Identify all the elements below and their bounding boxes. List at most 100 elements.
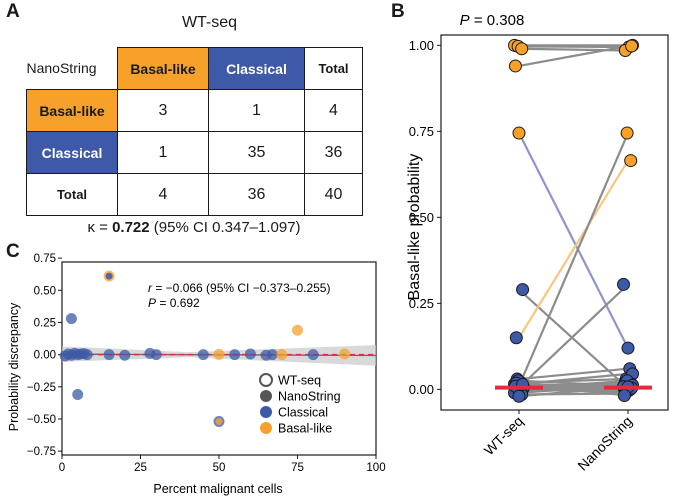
y-tick-label: 0.50 (34, 285, 56, 297)
panel-c-annotation-r: r = −0.066 (95% CI −0.373–0.255) (148, 281, 330, 295)
col-header-total: Total (304, 47, 363, 90)
discrepancy-point (119, 349, 131, 361)
wt-seq-point (512, 126, 526, 140)
panel-b-title: P = 0.308 (460, 12, 525, 29)
kappa-statistic: κ = 0.722 (95% CI 0.347–1.097) (44, 219, 344, 236)
table-cell: 4 (304, 89, 363, 132)
x-tick-label: 25 (134, 462, 147, 474)
discrepancy-point (339, 348, 351, 360)
y-tick-label: 0.25 (34, 317, 56, 329)
panel-b-letter: B (391, 1, 405, 22)
table-cell: 35 (208, 131, 305, 174)
legend-marker (260, 422, 272, 434)
pair-line (518, 367, 629, 381)
kappa-prefix: κ = (87, 219, 113, 236)
row-header-basal: Basal-like (26, 89, 118, 132)
nanostring-point (617, 277, 630, 291)
x-tick-label: 75 (291, 462, 304, 474)
pair-line (518, 283, 629, 389)
legend-label: Basal-like (278, 422, 332, 436)
annotation-p-rest: = 0.692 (156, 296, 200, 310)
panel-b-title-p: P (460, 12, 470, 29)
discrepancy-point (244, 348, 256, 360)
kappa-ci: (95% CI 0.347–1.097) (149, 219, 301, 236)
pair-line (518, 159, 629, 339)
table-header-row: NanoString Basal-like Classical Total (26, 47, 363, 90)
y-tick-label: −0.75 (27, 446, 56, 458)
table-cell: 36 (304, 131, 363, 174)
discrepancy-point (307, 349, 319, 361)
pair-line (517, 132, 630, 387)
nanostring-row-title: NanoString (26, 60, 97, 77)
y-tick-label: 0.00 (34, 350, 56, 362)
panel-b-ylabel: Basal-like probability (406, 154, 423, 301)
pair-line (518, 132, 629, 349)
nanostring-point (625, 39, 639, 53)
confusion-table: NanoString Basal-like Classical Total Ba… (26, 47, 363, 216)
table-row: Classical 1 35 36 (26, 131, 363, 174)
pair-line (518, 288, 629, 390)
kappa-value: 0.722 (112, 219, 150, 236)
nanostring-point (624, 154, 638, 168)
nanostring-point (620, 126, 634, 140)
wt-seq-point (509, 331, 523, 345)
y-tick-label: 0.75 (34, 253, 56, 265)
wt-seq-column-title: WT-seq (181, 14, 238, 31)
discrepancy-point (292, 324, 303, 336)
table-row: Total 4 36 40 (26, 173, 363, 216)
legend-label: WT-seq (278, 374, 321, 388)
col-header-classical: Classical (208, 47, 305, 90)
col-header-basal: Basal-like (117, 47, 209, 90)
discrepancy-point-inner (215, 418, 223, 426)
y-tick-label: 0.50 (409, 210, 434, 225)
panel-b-title-rest: = 0.308 (470, 12, 525, 29)
y-tick-label: −0.25 (27, 382, 56, 394)
row-header-total: Total (26, 173, 118, 216)
wt-seq-point (515, 42, 529, 56)
pair-line (518, 45, 629, 49)
y-tick-label: 0.00 (409, 382, 434, 397)
y-tick-label: 1.00 (409, 38, 434, 53)
nanostring-point (621, 341, 635, 355)
discrepancy-point (81, 349, 93, 361)
legend-marker (260, 406, 272, 418)
wt-seq-point (508, 59, 522, 73)
x-tick-label: 50 (213, 462, 226, 474)
discrepancy-point-inner (105, 272, 113, 280)
row-header-classical: Classical (26, 131, 118, 174)
x-tick-label: 100 (366, 462, 385, 474)
x-tick-label: 0 (59, 462, 65, 474)
pair-line (518, 44, 629, 68)
legend-label: Classical (278, 406, 328, 420)
legend-marker (260, 390, 272, 402)
panel-b-frame (440, 34, 669, 411)
discrepancy-point (266, 349, 278, 361)
discrepancy-point (103, 349, 115, 361)
y-tick-label: 0.75 (409, 124, 434, 139)
wt-seq-point (516, 283, 530, 297)
discrepancy-point (229, 349, 241, 361)
table-cell: 40 (304, 173, 363, 216)
annotation-p-letter: P (148, 296, 156, 310)
discrepancy-point (150, 349, 162, 361)
y-tick-label: 0.25 (409, 296, 434, 311)
panel-c-annotation-p: P = 0.692 (148, 296, 200, 310)
annotation-r-rest: = −0.066 (95% CI −0.373–0.255) (152, 281, 330, 295)
table-cell: 3 (117, 89, 209, 132)
panel-a-letter: A (6, 1, 20, 22)
discrepancy-point (276, 349, 288, 361)
wt-seq-point (512, 389, 526, 403)
panel-c-ylabel: Probability discrepancy (7, 302, 21, 431)
panel-c-letter: C (6, 241, 20, 262)
annotation-r-letter: r (148, 281, 153, 295)
legend-label: NanoString (278, 390, 341, 404)
table-cell: 36 (208, 173, 305, 216)
discrepancy-point (65, 313, 77, 325)
y-tick-label: −0.50 (27, 414, 56, 426)
discrepancy-point (213, 348, 225, 360)
discrepancy-point (197, 349, 209, 361)
panel-c-xlabel: Percent malignant cells (153, 482, 282, 496)
legend-marker (259, 373, 273, 387)
